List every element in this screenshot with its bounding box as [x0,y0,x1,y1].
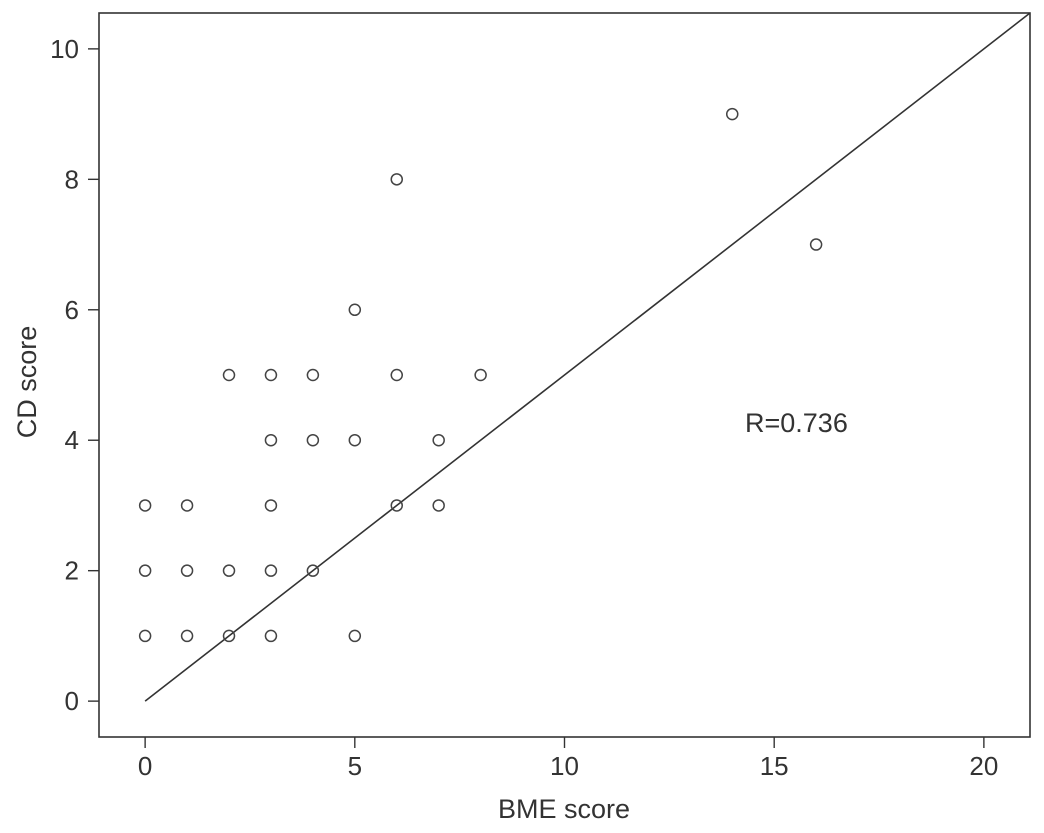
x-tick-label: 5 [348,751,362,781]
y-tick-label: 0 [65,686,79,716]
data-point [306,433,320,447]
correlation-annotation: R=0.736 [745,408,848,438]
data-point [264,433,278,447]
reference-line [144,12,1031,702]
x-tick-label: 15 [760,751,789,781]
data-point [474,368,487,382]
data-point [222,564,236,577]
data-point [180,499,194,512]
y-tick-label: 10 [50,34,79,64]
data-point [348,629,362,643]
data-point [348,303,362,317]
data-point [138,564,152,577]
x-axis-title: BME score [498,794,630,824]
data-point [306,564,320,577]
y-tick-label: 2 [65,556,79,586]
data-point [725,107,739,121]
data-point [348,433,362,447]
data-point [264,564,278,577]
data-point [432,433,445,447]
data-point [222,629,236,643]
x-tick-label: 10 [550,751,579,781]
data-point [180,564,194,577]
data-point [138,499,152,512]
y-tick-label: 6 [65,295,79,325]
data-point [180,629,194,643]
data-point [432,499,445,512]
data-point [264,368,278,382]
data-point [390,368,404,382]
data-point [264,629,278,643]
data-point [138,629,152,643]
y-axis-title: CD score [12,326,42,439]
data-point [222,368,236,382]
data-point [390,173,404,186]
data-point [306,368,320,382]
plot-area: 0 5 10 15 20 0 2 4 6 8 10 [50,12,1031,781]
x-tick-label: 0 [138,751,152,781]
x-tick-label: 20 [969,751,998,781]
data-point [390,499,404,512]
data-point [264,499,278,512]
y-tick-label: 4 [65,425,79,455]
data-point [809,238,823,251]
y-tick-label: 8 [65,164,79,194]
